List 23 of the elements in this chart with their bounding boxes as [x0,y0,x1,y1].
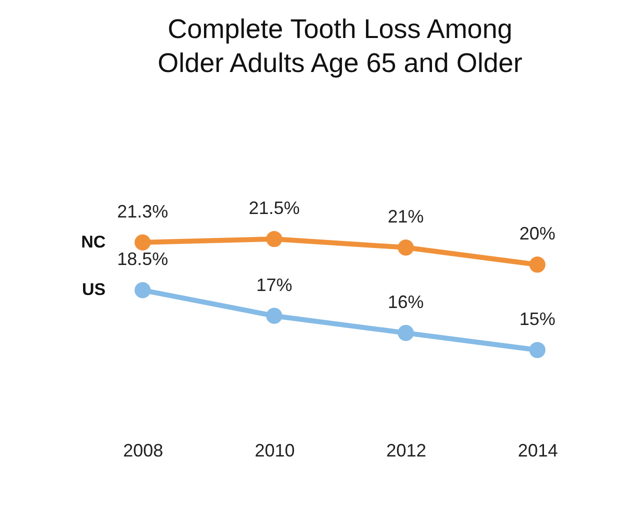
data-label: 21% [388,206,424,227]
point [134,234,151,250]
data-label: 15% [519,309,556,329]
data-label: 17% [256,274,292,295]
point [398,239,414,256]
data-label: 20% [519,224,556,244]
chart-title: Complete Tooth Loss Among Older Adults Age 65 and Older [158,14,522,78]
x-tick-label: 2008 [123,440,164,460]
point [398,324,414,341]
data-label: 21.5% [248,198,300,218]
data-label: 16% [388,292,424,312]
x-tick-label: 2012 [386,440,426,460]
data-label: 21.3% [117,201,168,222]
point [134,282,151,298]
series-label: US [82,280,106,300]
x-tick-label: 2014 [518,440,558,460]
data-label: 18.5% [117,249,168,270]
point [529,342,546,358]
point [266,230,282,248]
x-tick-label: 2010 [254,440,295,460]
point [266,308,282,324]
series-label: NC [81,232,106,252]
point [529,256,546,273]
